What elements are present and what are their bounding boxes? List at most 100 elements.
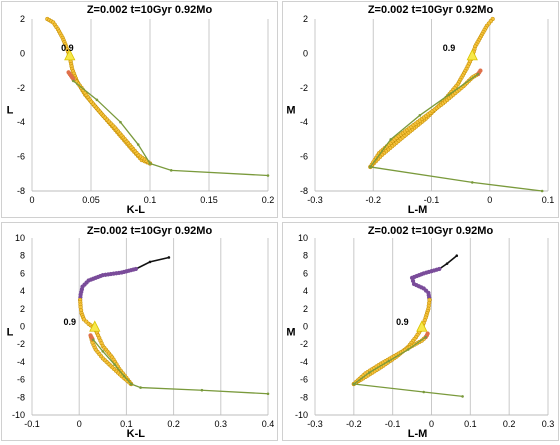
y-tick-label: -8 bbox=[300, 186, 308, 196]
annotation-label: 0.9 bbox=[64, 317, 77, 327]
series-point bbox=[387, 359, 391, 363]
y-tick-label: -6 bbox=[17, 152, 25, 162]
x-tick-label: 0.05 bbox=[82, 195, 100, 205]
y-tick-label: 2 bbox=[20, 304, 25, 314]
y-tick-label: -10 bbox=[12, 410, 25, 420]
series-point bbox=[422, 390, 426, 394]
chart-panel-4: -0.3 -0.2 -0.1 0 0.1 0.2 0.3 -10 -8 -6 -4 -2 0 2 4 6 8 10… bbox=[282, 222, 559, 441]
series-point bbox=[455, 254, 459, 257]
y-tick-label: -6 bbox=[300, 375, 308, 385]
chart-l-m-vs-m-top: -0.3 -0.2 -0.1 0 0.1 -8 -6 -4 -2 0 2 Z=0.002 t=10Gy… bbox=[286, 4, 555, 216]
annotation-label: 0.9 bbox=[443, 43, 456, 53]
y-tick-label: 2 bbox=[303, 14, 308, 24]
series-point bbox=[447, 93, 451, 96]
series-point bbox=[418, 114, 422, 117]
y-tick-label: -8 bbox=[300, 392, 308, 402]
series-point bbox=[369, 165, 372, 169]
x-axis-label: L-M bbox=[408, 204, 428, 216]
x-tick-label: 0.3 bbox=[542, 419, 555, 429]
chart-title: Z=0.002 t=10Gyr 0.92Mo bbox=[87, 4, 213, 16]
x-tick-label: 0 bbox=[429, 419, 434, 429]
series-point bbox=[72, 79, 75, 83]
x-tick-label: 0.1 bbox=[542, 195, 555, 205]
series-point bbox=[266, 392, 270, 396]
y-tick-label: -8 bbox=[17, 186, 25, 196]
series-line bbox=[370, 166, 543, 192]
x-tick-label: -0.3 bbox=[307, 195, 323, 205]
series-line bbox=[353, 383, 463, 398]
y-tick-label: -2 bbox=[300, 83, 308, 93]
x-tick-label: 0.2 bbox=[503, 419, 516, 429]
chart-panel-3: -0.1 0 0.1 0.2 0.3 0.4 -10 -8 -6 -4 -2 0 2 4 6 8 10 Z=0.0… bbox=[1, 222, 278, 441]
chart-l-m-vs-m-bottom: -0.3 -0.2 -0.1 0 0.1 0.2 0.3 -10 -8 -6 -4 -2 0 2 4 6 8 10… bbox=[286, 225, 555, 440]
y-tick-label: 0 bbox=[20, 48, 25, 58]
series-point bbox=[476, 72, 480, 76]
series-point bbox=[425, 331, 430, 336]
series-point bbox=[368, 371, 371, 374]
y-tick-label: 0 bbox=[303, 322, 308, 332]
y-tick-label: -4 bbox=[17, 357, 25, 367]
x-tick-label: 0.2 bbox=[262, 195, 275, 205]
series-point bbox=[266, 174, 270, 177]
series-line bbox=[135, 256, 170, 270]
y-tick-label: 8 bbox=[303, 251, 308, 261]
x-tick-label: 0.1 bbox=[120, 419, 133, 429]
y-tick-label: -4 bbox=[300, 357, 308, 367]
series-line bbox=[438, 255, 458, 270]
series-point bbox=[445, 262, 449, 265]
x-tick-label: 0 bbox=[29, 195, 34, 205]
series-point bbox=[148, 260, 152, 264]
annotation-label: 0.9 bbox=[61, 43, 74, 53]
series-point bbox=[139, 386, 142, 389]
x-axis-label: K-L bbox=[127, 204, 146, 216]
series-point bbox=[200, 388, 204, 392]
chart-title: Z=0.002 t=10Gyr 0.92Mo bbox=[368, 225, 494, 237]
series-line bbox=[130, 383, 269, 395]
series-point bbox=[148, 162, 152, 165]
annotation-label: 0.9 bbox=[396, 317, 409, 327]
series-point bbox=[470, 181, 474, 184]
x-tick-label: 0 bbox=[77, 419, 82, 429]
y-tick-label: -2 bbox=[17, 339, 25, 349]
series-point bbox=[424, 335, 427, 339]
series-point bbox=[129, 382, 133, 386]
y-tick-label: -2 bbox=[300, 339, 308, 349]
x-tick-label: 0.1 bbox=[464, 419, 477, 429]
y-tick-label: 10 bbox=[15, 233, 25, 243]
mass-marker-triangle bbox=[466, 48, 478, 61]
x-tick-label: -0.2 bbox=[346, 419, 362, 429]
y-tick-label: 6 bbox=[20, 268, 25, 278]
y-tick-label: 6 bbox=[303, 268, 308, 278]
x-tick-label: 0.3 bbox=[215, 419, 228, 429]
y-tick-label: 4 bbox=[303, 286, 308, 296]
series-point bbox=[352, 382, 356, 386]
series-point bbox=[136, 143, 140, 146]
series-point bbox=[119, 120, 122, 124]
chart-title: Z=0.002 t=10Gyr 0.92Mo bbox=[368, 4, 494, 16]
chart-panel-2: -0.3 -0.2 -0.1 0 0.1 -8 -6 -4 -2 0 2 Z=0.002 t=10Gy… bbox=[282, 1, 559, 218]
series-point bbox=[540, 189, 544, 193]
y-tick-label: 0 bbox=[20, 322, 25, 332]
series-point bbox=[406, 348, 410, 351]
y-axis-label: L bbox=[7, 105, 14, 117]
x-tick-label: -0.3 bbox=[307, 419, 323, 429]
series-point bbox=[169, 169, 173, 172]
y-axis-label: M bbox=[286, 105, 295, 117]
chart-title: Z=0.002 t=10Gyr 0.92Mo bbox=[87, 225, 213, 237]
y-tick-label: -10 bbox=[295, 410, 308, 420]
chart-k-l-vs-l-top: 0 0.05 0.1 0.15 0.2 -8 -6 -4 -2 0 2 Z=0.002 t=10Gyr… bbox=[7, 4, 275, 216]
y-tick-label: 2 bbox=[20, 14, 25, 24]
series-point bbox=[101, 349, 105, 353]
x-tick-label: 0.1 bbox=[144, 195, 157, 205]
chart-k-l-vs-l-bottom: -0.1 0 0.1 0.2 0.3 0.4 -10 -8 -6 -4 -2 0 2 4 6 8 10 Z=0.0… bbox=[7, 225, 275, 440]
y-tick-label: 2 bbox=[303, 304, 308, 314]
series-point bbox=[167, 256, 171, 259]
series-line bbox=[92, 339, 132, 385]
y-tick-label: -2 bbox=[17, 83, 25, 93]
mass-marker-triangle bbox=[416, 320, 428, 332]
x-tick-label: -0.1 bbox=[424, 195, 440, 205]
y-tick-label: 4 bbox=[20, 286, 25, 296]
x-axis-label: L-M bbox=[408, 428, 428, 440]
x-tick-label: 0 bbox=[487, 195, 492, 205]
y-axis-label: M bbox=[286, 326, 295, 338]
